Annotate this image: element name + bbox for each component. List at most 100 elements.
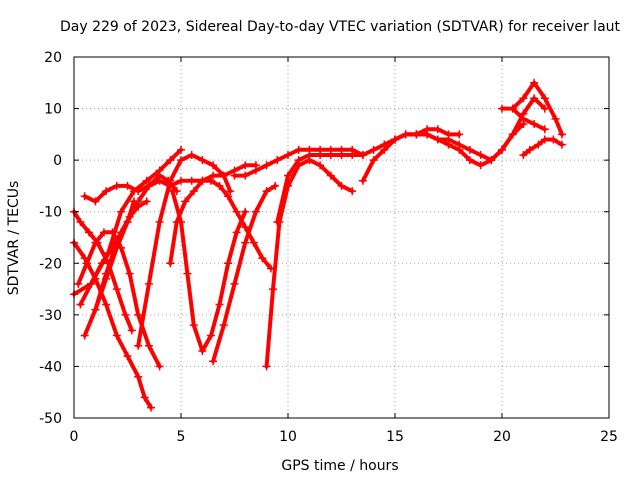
data-point-marker xyxy=(177,176,185,185)
data-point-marker xyxy=(337,181,346,190)
y-tick-label: 0 xyxy=(53,153,62,169)
data-point-marker xyxy=(519,114,528,123)
data-point-marker xyxy=(316,161,325,170)
data-point-marker xyxy=(123,218,132,227)
data-point-marker xyxy=(530,120,539,129)
data-point-marker xyxy=(262,187,271,196)
x-tick-label: 10 xyxy=(279,429,297,445)
data-point-marker xyxy=(76,300,85,309)
data-point-marker xyxy=(112,181,121,190)
data-point-marker xyxy=(498,104,506,113)
data-point-marker xyxy=(487,156,496,165)
series-sat-10 xyxy=(166,176,275,273)
y-tick-labels: -50 -40 -30 -20 -10 0 10 20 xyxy=(39,50,62,427)
data-point-marker xyxy=(142,197,151,206)
data-point-marker xyxy=(181,197,190,206)
data-point-marker xyxy=(465,145,474,154)
x-tick-label: 15 xyxy=(386,429,404,445)
data-point-marker xyxy=(112,331,121,340)
data-point-marker xyxy=(104,248,113,257)
data-point-marker xyxy=(519,150,528,159)
x-tick-label: 5 xyxy=(177,429,186,445)
data-point-marker xyxy=(166,181,175,190)
data-point-marker xyxy=(251,207,260,216)
data-point-marker xyxy=(134,372,143,381)
data-point-marker xyxy=(294,145,303,154)
data-point-marker xyxy=(155,362,164,371)
data-point-marker xyxy=(273,156,282,165)
data-point-marker xyxy=(215,181,224,190)
data-point-marker xyxy=(91,238,100,247)
data-point-marker xyxy=(84,228,93,237)
data-point-marker xyxy=(232,207,241,216)
data-point-marker xyxy=(476,150,485,159)
data-point-marker xyxy=(134,341,143,350)
data-point-marker xyxy=(226,187,235,196)
data-point-marker xyxy=(209,357,218,366)
data-point-marker xyxy=(241,171,250,180)
y-tick-label: 20 xyxy=(44,50,62,66)
data-point-marker xyxy=(215,300,224,309)
data-point-marker xyxy=(530,78,539,87)
data-point-marker xyxy=(241,238,250,247)
data-point-marker xyxy=(551,114,560,123)
data-point-marker xyxy=(224,259,233,268)
data-point-marker xyxy=(117,207,126,216)
data-point-marker xyxy=(219,321,228,330)
data-point-marker xyxy=(540,135,549,144)
series-sat-21 xyxy=(498,104,549,134)
data-point-marker xyxy=(232,228,241,237)
data-point-marker xyxy=(189,187,198,196)
chart-title: Day 229 of 2023, Sidereal Day-to-day VTE… xyxy=(60,19,621,35)
data-point-marker xyxy=(123,181,132,190)
x-tick-label: 25 xyxy=(600,429,618,445)
data-point-marker xyxy=(262,161,271,170)
data-point-marker xyxy=(380,140,389,149)
data-point-marker xyxy=(123,352,132,361)
plot-frame xyxy=(73,56,610,419)
y-tick-label: 10 xyxy=(44,102,62,118)
data-point-marker xyxy=(557,140,566,149)
data-point-marker xyxy=(369,156,378,165)
x-tick-label: 20 xyxy=(493,429,511,445)
data-point-marker xyxy=(241,207,250,216)
data-point-marker xyxy=(168,187,177,196)
data-point-marker xyxy=(241,161,250,170)
data-point-marker xyxy=(348,150,357,159)
data-point-marker xyxy=(112,238,121,247)
data-point-marker xyxy=(187,150,196,159)
data-point-marker xyxy=(142,176,151,185)
series-line xyxy=(382,122,526,163)
data-point-marker xyxy=(91,197,100,206)
data-point-marker xyxy=(530,94,539,103)
data-point-marker xyxy=(269,285,278,294)
data-point-marker xyxy=(230,171,239,180)
data-point-marker xyxy=(557,130,566,139)
series-sat-14 xyxy=(230,145,367,180)
data-point-marker xyxy=(258,254,267,263)
data-point-marker xyxy=(358,176,367,185)
series-sat-09 xyxy=(80,161,260,206)
data-point-marker xyxy=(80,192,89,201)
data-point-marker xyxy=(144,279,153,288)
data-point-marker xyxy=(273,218,282,227)
data-point-marker xyxy=(224,192,233,201)
data-point-marker xyxy=(508,104,517,113)
data-point-marker xyxy=(209,161,218,170)
data-point-marker xyxy=(230,279,239,288)
y-tick-label: -30 xyxy=(39,308,62,324)
data-point-marker xyxy=(519,94,528,103)
y-tick-label: -20 xyxy=(39,256,62,272)
data-point-marker xyxy=(316,150,325,159)
data-point-marker xyxy=(112,285,121,294)
data-point-marker xyxy=(444,140,453,149)
data-point-marker xyxy=(102,300,111,309)
data-point-marker xyxy=(121,310,130,319)
data-point-marker xyxy=(465,156,474,165)
data-point-marker xyxy=(358,150,367,159)
data-point-marker xyxy=(134,197,143,206)
data-point-marker xyxy=(369,145,378,154)
y-tick-label: -10 xyxy=(39,205,62,221)
series-sat-12 xyxy=(209,181,280,366)
data-point-marker xyxy=(412,130,421,139)
